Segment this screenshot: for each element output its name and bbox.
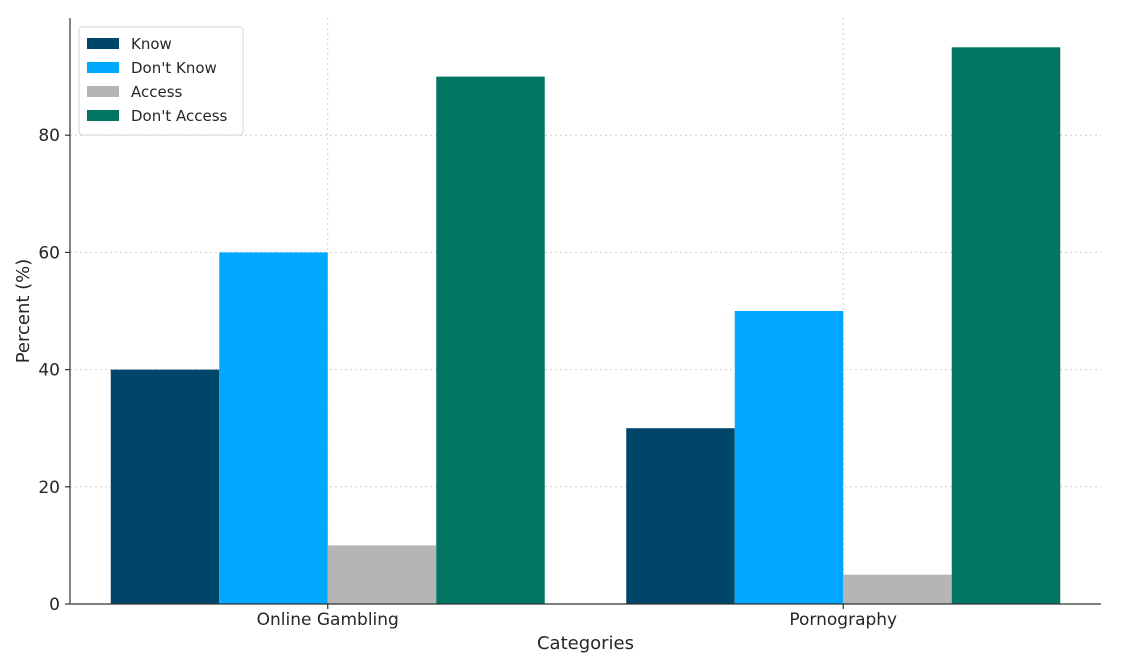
legend-swatch-2 <box>87 86 119 97</box>
bar-1-0 <box>626 428 735 604</box>
legend-swatch-0 <box>87 38 119 49</box>
x-tick-labels: Online Gambling Pornography <box>257 604 897 630</box>
x-tick-label-1: Pornography <box>789 610 897 630</box>
bar-0-0 <box>110 369 220 604</box>
y-tick-label-40: 40 <box>38 361 60 381</box>
y-tick-label-0: 0 <box>49 595 60 615</box>
y-axis-title: Percent (%) <box>13 259 34 364</box>
legend-box <box>78 26 244 136</box>
y-tick-label-60: 60 <box>38 243 60 263</box>
legend-label-2: Access <box>131 83 183 101</box>
bars <box>110 47 1061 605</box>
x-tick-label-0: Online Gambling <box>257 610 399 630</box>
legend-label-1: Don't Know <box>131 59 217 77</box>
bar-0-1 <box>219 252 328 604</box>
legend-swatch-3 <box>87 110 119 121</box>
bar-1-1 <box>734 311 844 604</box>
x-axis-title: Categories <box>537 633 634 653</box>
y-tick-label-80: 80 <box>38 126 60 146</box>
legend-label-0: Know <box>131 35 172 53</box>
axes <box>69 18 1101 605</box>
legend-label-3: Don't Access <box>131 107 228 125</box>
y-tick-labels: 0 20 40 60 80 <box>38 126 70 615</box>
legend-swatch-1 <box>87 62 119 73</box>
legend: Know Don't Know Access Don't Access <box>78 26 244 136</box>
bar-0-2 <box>327 545 437 604</box>
y-tick-label-20: 20 <box>38 478 60 498</box>
bar-1-3 <box>951 47 1061 605</box>
bar-1-2 <box>843 574 952 604</box>
bar-0-3 <box>436 76 545 605</box>
